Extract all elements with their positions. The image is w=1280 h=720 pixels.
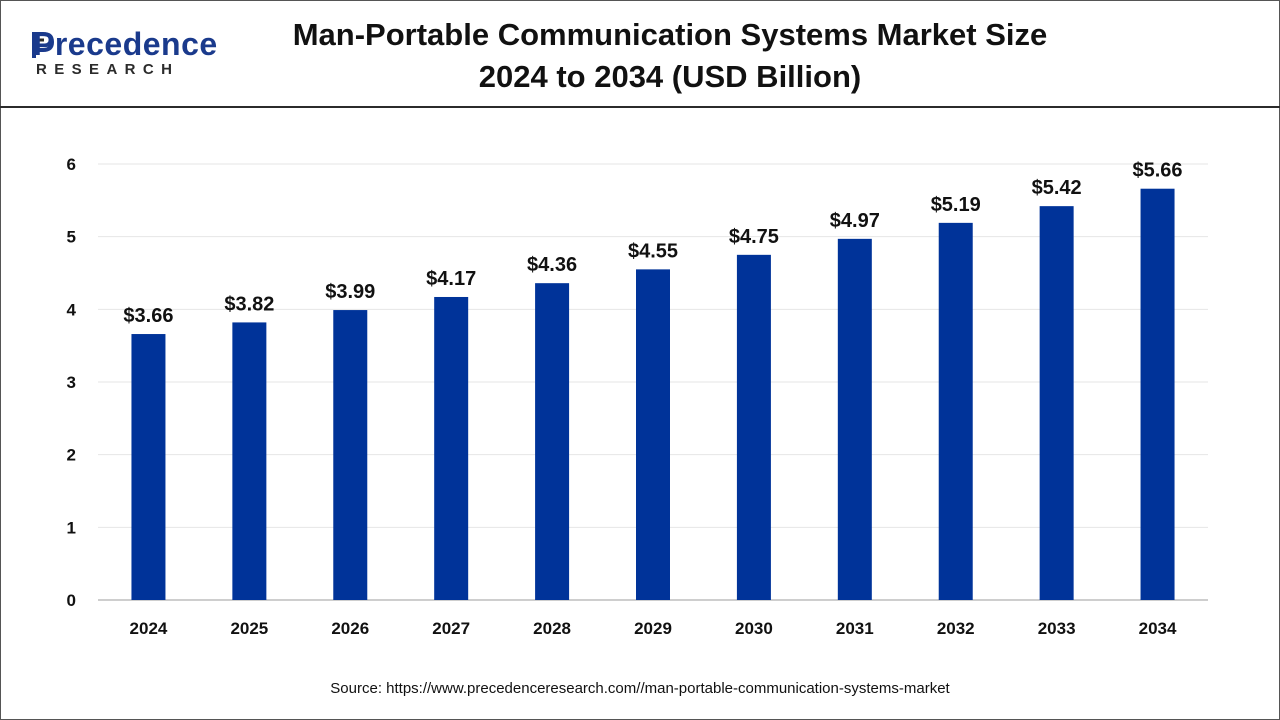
x-tick-label: 2030 xyxy=(735,619,773,638)
x-tick-label: 2032 xyxy=(937,619,975,638)
x-tick-label: 2034 xyxy=(1139,619,1177,638)
bar xyxy=(232,322,267,600)
bar xyxy=(1039,206,1074,600)
x-tick-label: 2029 xyxy=(634,619,672,638)
data-label: $4.97 xyxy=(830,210,880,232)
x-tick-label: 2025 xyxy=(230,619,268,638)
x-tick-label: 2028 xyxy=(533,619,571,638)
data-label: $5.66 xyxy=(1133,160,1183,182)
data-label: $5.42 xyxy=(1032,177,1082,199)
bar xyxy=(1140,188,1175,600)
bar xyxy=(434,296,469,600)
x-tick-label: 2033 xyxy=(1038,619,1076,638)
y-tick-label: 1 xyxy=(67,518,76,537)
logo-wordmark: Precedence xyxy=(33,26,218,62)
chart-title-line-1: Man-Portable Communication Systems Marke… xyxy=(292,17,1048,52)
logo-subtitle: RESEARCH xyxy=(36,61,180,78)
bar xyxy=(837,238,872,600)
data-label: $3.66 xyxy=(123,305,173,327)
source-note: Source: https://www.precedenceresearch.c… xyxy=(330,680,950,697)
x-tick-label: 2031 xyxy=(836,619,874,638)
logo-p-icon xyxy=(32,32,55,58)
data-label: $4.55 xyxy=(628,240,678,262)
y-tick-label: 0 xyxy=(67,591,76,610)
bar xyxy=(333,310,368,600)
data-label: $4.36 xyxy=(527,254,577,276)
data-label: $3.82 xyxy=(224,293,274,315)
data-label: $4.75 xyxy=(729,226,779,248)
bar xyxy=(535,283,570,600)
data-label: $5.19 xyxy=(931,194,981,216)
y-tick-label: 3 xyxy=(67,373,76,392)
header: Precedence RESEARCH Man-Portable Communi… xyxy=(0,0,1280,108)
y-tick-label: 4 xyxy=(67,300,77,319)
bar-chart: 0 1 2 3 4 5 6 $3.66 2024 $3.82 2025 $3.99 2026 $4.17 2… xyxy=(67,155,1208,638)
data-label: $3.99 xyxy=(325,281,375,303)
data-label: $4.17 xyxy=(426,268,476,290)
bar xyxy=(636,269,670,600)
chart-title-line-2: 2024 to 2034 (USD Billion) xyxy=(478,59,862,94)
bar xyxy=(131,334,166,600)
bar xyxy=(938,222,973,601)
y-tick-label: 5 xyxy=(67,228,76,247)
logo: Precedence RESEARCH xyxy=(32,24,233,84)
x-tick-label: 2027 xyxy=(432,619,470,638)
x-tick-label: 2024 xyxy=(130,619,168,638)
y-tick-label: 2 xyxy=(67,446,76,465)
chart-title: Man-Portable Communication Systems Marke… xyxy=(260,14,1080,98)
x-tick-label: 2026 xyxy=(331,619,369,638)
bar xyxy=(736,254,771,601)
y-tick-label: 6 xyxy=(67,155,76,174)
